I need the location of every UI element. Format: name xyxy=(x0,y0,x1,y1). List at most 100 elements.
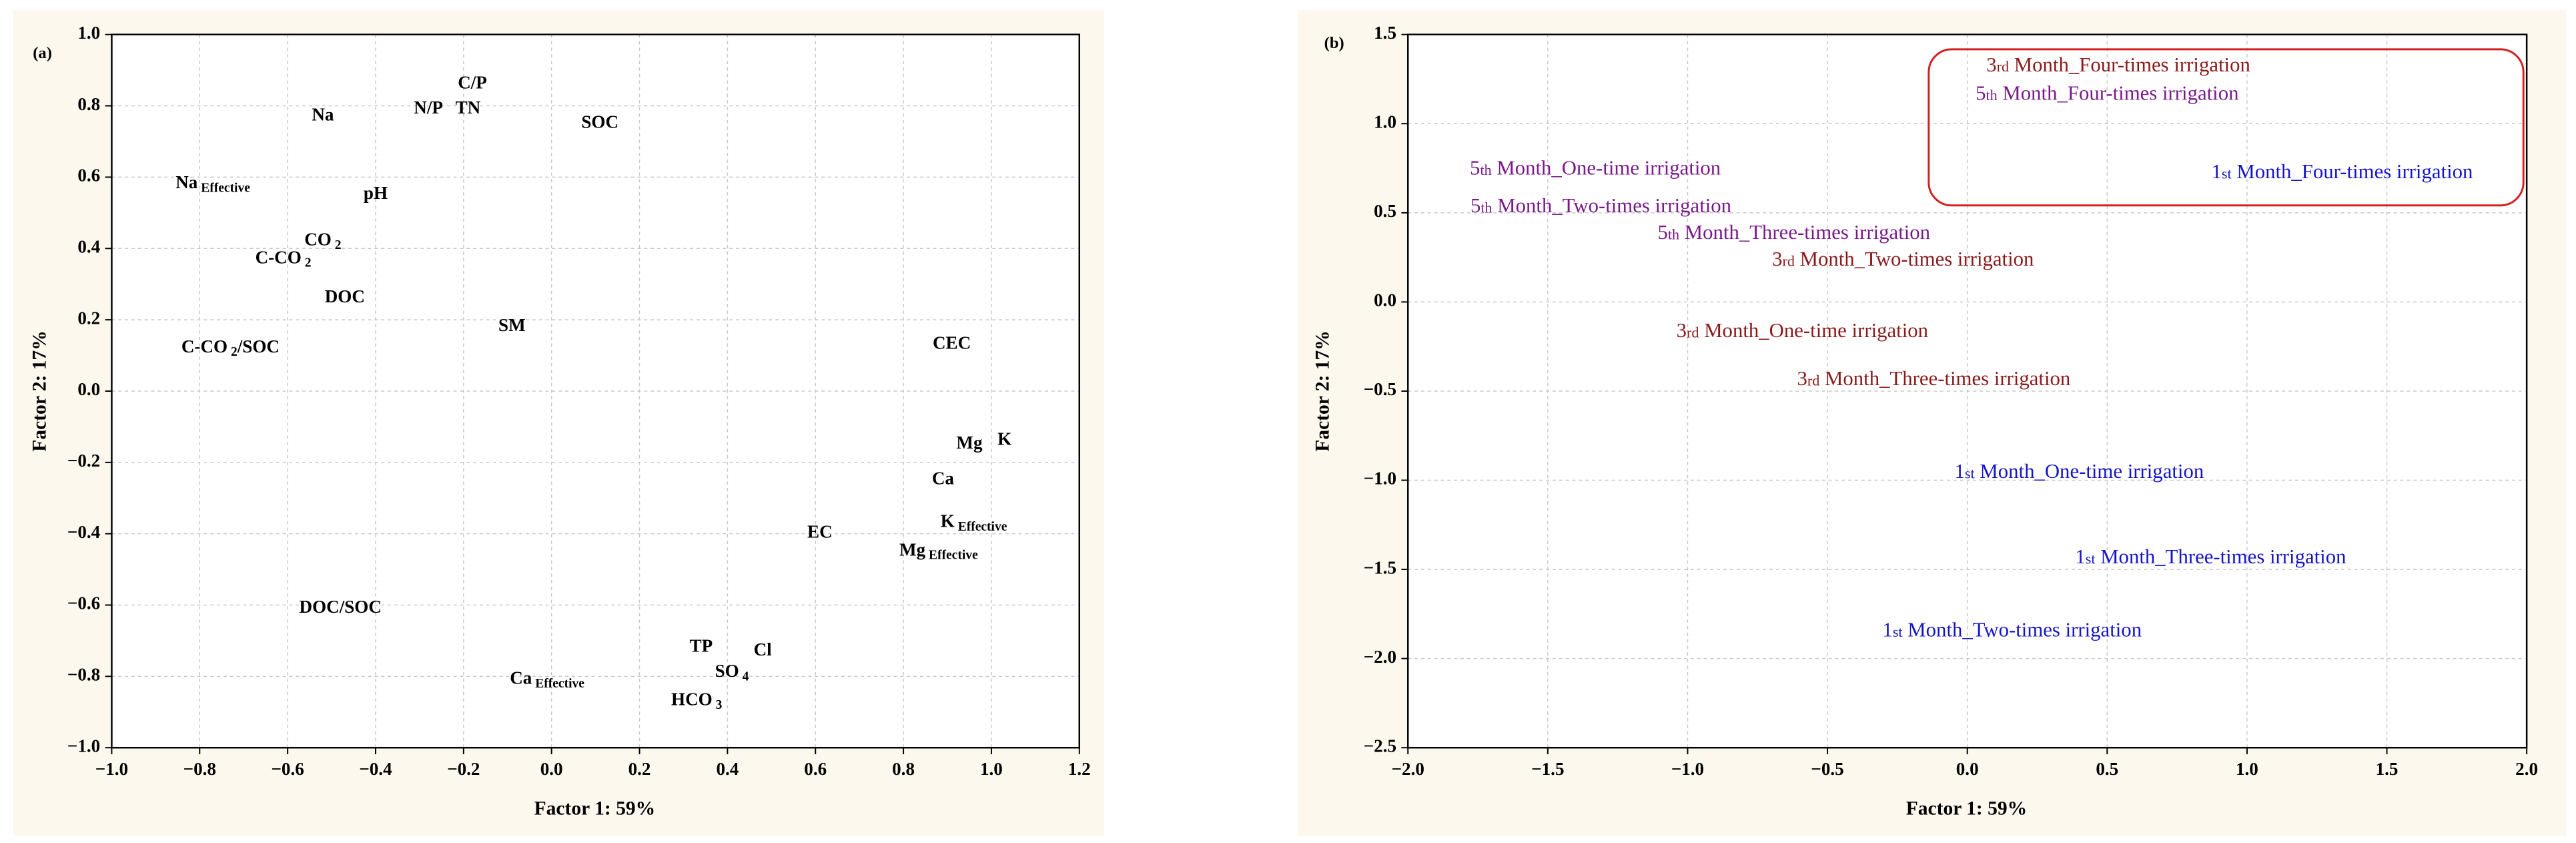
label-part: TP xyxy=(690,636,713,656)
y-tick-label: −0.4 xyxy=(67,522,101,542)
label-part: 1 xyxy=(1955,460,1965,483)
y-axis-title: Factor 2: 17% xyxy=(29,330,50,452)
label-part: st xyxy=(2222,166,2232,182)
x-tick-label: −0.5 xyxy=(1811,759,1843,779)
label-part: 1 xyxy=(1882,619,1892,641)
x-tick-label: 0.6 xyxy=(804,759,827,779)
x-tick-label: 1.0 xyxy=(2236,759,2258,779)
label-part: C-CO xyxy=(181,336,228,356)
panel-label: (b) xyxy=(1324,34,1344,52)
label-part: Na xyxy=(175,172,198,192)
y-tick-label: 0.4 xyxy=(77,236,100,256)
y-tick-label: 1.0 xyxy=(77,23,100,43)
label-part: th xyxy=(1480,162,1491,178)
label-part: /SOC xyxy=(237,336,280,356)
label-part: 5 xyxy=(1657,221,1667,244)
point-label: Ca xyxy=(932,469,955,489)
y-tick-label: −0.5 xyxy=(1364,379,1396,399)
point-label: C/P xyxy=(458,73,487,93)
label-part: rd xyxy=(1782,252,1794,269)
point-label: 5th Month_One-time irrigation xyxy=(1470,157,1721,180)
x-tick-label: −0.8 xyxy=(183,759,216,779)
x-tick-label: 1.2 xyxy=(1068,759,1091,779)
label-part: Ca xyxy=(932,469,955,489)
x-tick-label: 1.5 xyxy=(2376,759,2399,779)
label-part: Ca xyxy=(510,668,532,688)
label-part: 5 xyxy=(1976,82,1986,105)
label-part: K xyxy=(941,511,955,531)
point-label: Na Effective xyxy=(175,172,250,196)
point-label: 1st Month_One-time irrigation xyxy=(1955,460,2204,483)
label-part: C/P xyxy=(458,73,487,93)
x-axis-title: Factor 1: 59% xyxy=(1906,798,2028,820)
x-tick-label: −0.4 xyxy=(359,759,392,779)
point-label: 1st Month_Three-times irrigation xyxy=(2075,545,2346,568)
label-part: st xyxy=(1965,465,1976,481)
label-part: Effective xyxy=(535,677,584,691)
point-label: K Effective xyxy=(941,511,1007,535)
label-part: pH xyxy=(364,183,388,203)
label-part: Month_Four-times irrigation xyxy=(2232,160,2473,183)
y-tick-label: −1.0 xyxy=(67,736,100,756)
label-part: 2 xyxy=(231,346,238,360)
y-tick-label: 0.6 xyxy=(77,166,100,186)
x-tick-label: −0.2 xyxy=(447,759,480,779)
y-tick-label: 1.0 xyxy=(1374,111,1396,131)
label-part: 1 xyxy=(2211,160,2221,183)
label-part: Na xyxy=(312,105,334,125)
label-part: SM xyxy=(498,315,526,335)
point-label: 3rd Month_Two-times irrigation xyxy=(1772,248,2034,270)
x-tick-label: −0.6 xyxy=(271,759,304,779)
label-part: Month_Two-times irrigation xyxy=(1492,194,1731,217)
y-tick-label: −2.0 xyxy=(1364,647,1396,667)
label-part: Month_Two-times irrigation xyxy=(1795,248,2034,270)
y-axis-title: Factor 2: 17% xyxy=(1312,330,1333,452)
y-tick-label: −1.5 xyxy=(1364,557,1396,577)
point-label: 1st Month_Four-times irrigation xyxy=(2211,160,2473,183)
point-label: SOC xyxy=(581,111,618,131)
point-label: 3rd Month_Four-times irrigation xyxy=(1986,53,2250,76)
point-label: HCO 3 xyxy=(671,689,723,713)
y-tick-label: −0.2 xyxy=(67,451,100,471)
point-label: Cl xyxy=(754,639,773,659)
label-part: rd xyxy=(1807,372,1819,388)
y-tick-label: 0.0 xyxy=(77,379,100,399)
label-part: 3 xyxy=(716,699,723,713)
x-tick-label: 2.0 xyxy=(2515,759,2538,779)
point-label: TN xyxy=(456,97,481,117)
point-label: K xyxy=(997,429,1011,449)
label-part: Month_Two-times irrigation xyxy=(1903,619,2142,641)
point-label: 5th Month_Four-times irrigation xyxy=(1976,82,2238,105)
y-tick-label: 0.8 xyxy=(77,94,100,114)
panel-label: (a) xyxy=(33,44,52,62)
label-part: N/P xyxy=(414,97,443,117)
point-label: Ca Effective xyxy=(510,668,584,691)
label-part: th xyxy=(1480,199,1492,216)
label-part: Month_One-time irrigation xyxy=(1492,157,1721,180)
point-label: SO 4 xyxy=(715,661,749,684)
point-label: DOC xyxy=(325,286,365,306)
x-tick-label: −2.0 xyxy=(1392,759,1424,779)
point-label: Na xyxy=(312,105,334,125)
point-label: EC xyxy=(807,522,833,542)
point-label: 5th Month_Three-times irrigation xyxy=(1657,221,1930,244)
label-part: SO xyxy=(715,661,739,681)
x-tick-label: −1.5 xyxy=(1531,759,1564,779)
label-part: Month_One-time irrigation xyxy=(1699,319,1929,342)
label-part: st xyxy=(2086,551,2096,567)
label-part: CO xyxy=(304,230,332,250)
point-label: SM xyxy=(498,315,526,335)
plot-border xyxy=(1407,33,2528,749)
label-part: DOC/SOC xyxy=(300,597,382,617)
point-label: 3rd Month_One-time irrigation xyxy=(1677,319,1928,342)
x-tick-label: −1.0 xyxy=(1671,759,1704,779)
label-part: C-CO xyxy=(256,248,302,268)
plot-border xyxy=(111,33,1081,749)
x-tick-label: 0.0 xyxy=(1956,759,1979,779)
label-part: Month_Three-times irrigation xyxy=(1819,367,2070,390)
label-part: Cl xyxy=(754,639,773,659)
label-part: Month_Four-times irrigation xyxy=(2009,53,2250,76)
label-part: th xyxy=(1668,226,1679,242)
label-part: rd xyxy=(1687,324,1699,340)
